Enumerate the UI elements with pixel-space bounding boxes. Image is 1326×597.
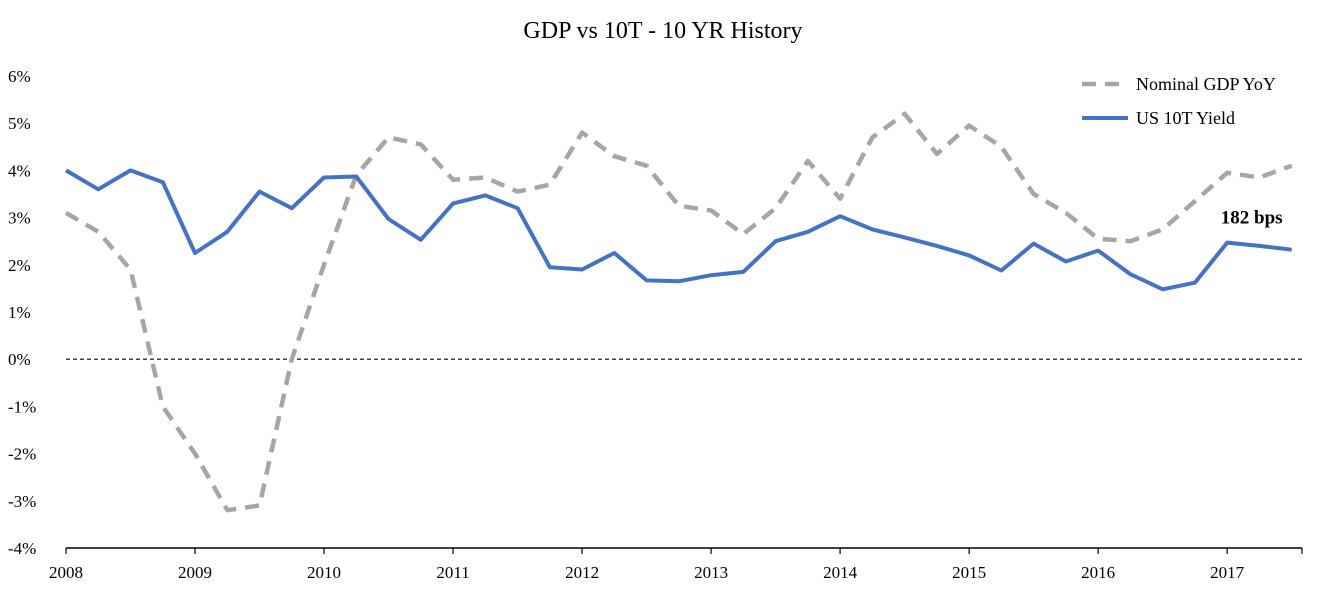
x-tick-label: 2009 — [178, 563, 212, 582]
series-line-us-10t-yield — [64, 168, 1292, 292]
x-tick-label: 2014 — [823, 563, 858, 582]
x-tick-label: 2010 — [307, 563, 341, 582]
y-tick-label: 4% — [8, 161, 31, 180]
x-tick-label: 2013 — [694, 563, 728, 582]
y-tick-label: -1% — [8, 397, 36, 416]
x-tick-label: 2008 — [49, 563, 83, 582]
y-tick-label: 1% — [8, 303, 31, 322]
x-tick-label: 2011 — [436, 563, 469, 582]
y-tick-label: 0% — [8, 350, 31, 369]
series-line-nominal-gdp — [64, 111, 1293, 513]
y-tick-label: 2% — [8, 256, 31, 275]
y-tick-label: -3% — [8, 492, 36, 511]
y-tick-label: 5% — [8, 114, 31, 133]
annotation-label: 182 bps — [1221, 208, 1283, 229]
y-tick-label: -4% — [8, 539, 36, 558]
x-tick-label: 2012 — [565, 563, 599, 582]
legend-label: US 10T Yield — [1136, 108, 1235, 128]
y-tick-label: -2% — [8, 445, 36, 464]
chart-title: GDP vs 10T - 10 YR History — [523, 18, 803, 44]
y-tick-label: 3% — [8, 209, 31, 228]
y-tick-label: 6% — [8, 67, 31, 86]
x-tick-label: 2015 — [952, 563, 986, 582]
x-tick-label: 2017 — [1210, 563, 1245, 582]
legend-label: Nominal GDP YoY — [1136, 74, 1276, 94]
x-tick-label: 2016 — [1081, 563, 1115, 582]
